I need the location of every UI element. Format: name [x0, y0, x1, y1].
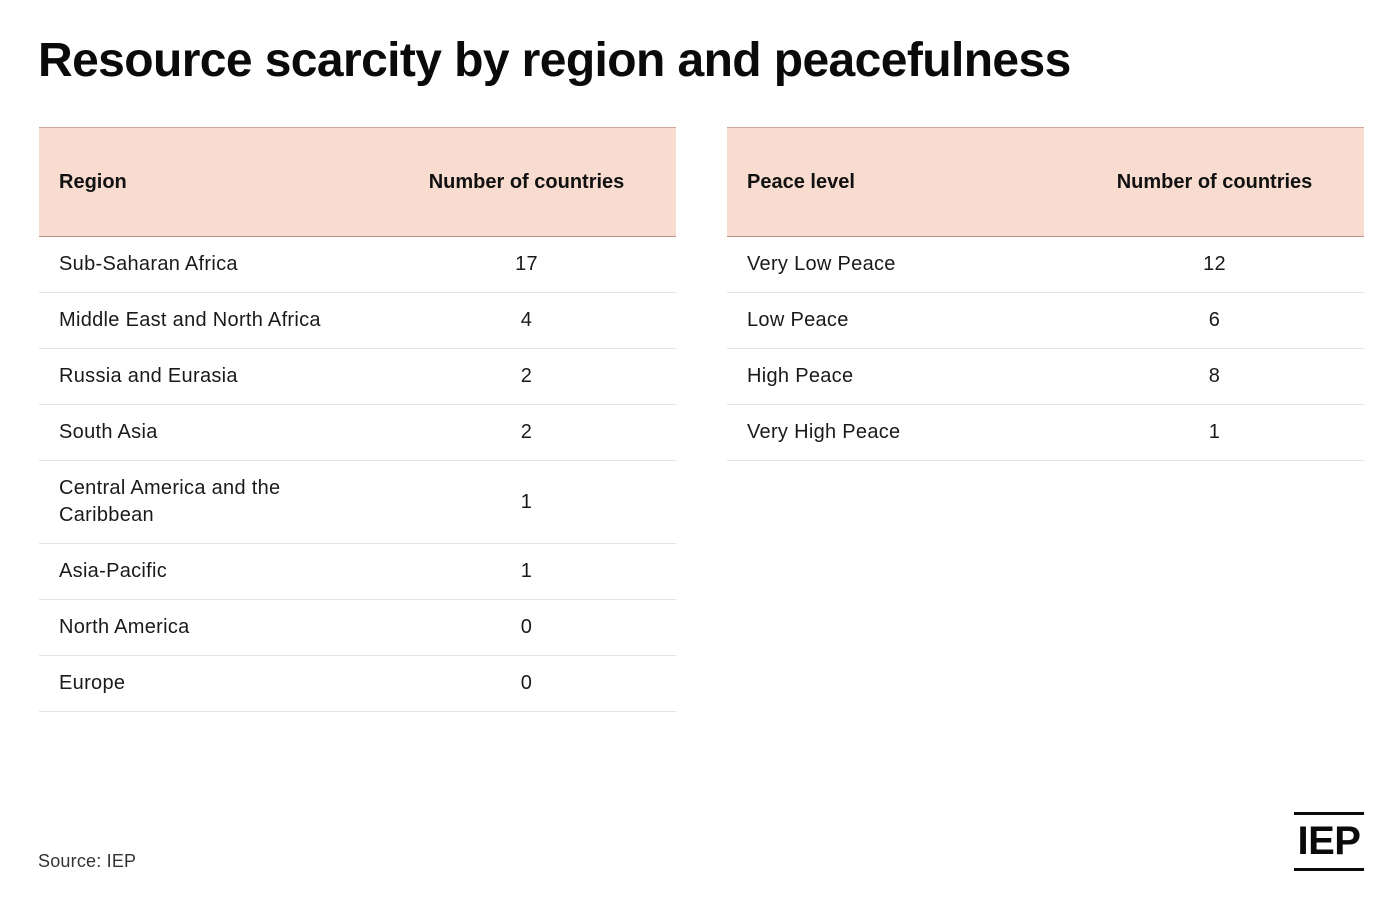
row-label: High Peace — [727, 348, 1065, 405]
row-count: 4 — [377, 292, 676, 349]
row-count: 0 — [377, 655, 676, 712]
row-label: Middle East and North Africa — [39, 292, 377, 349]
iep-logo: IEP — [1294, 812, 1364, 871]
logo-top-rule — [1294, 812, 1364, 815]
row-count: 2 — [377, 348, 676, 405]
row-count: 8 — [1065, 348, 1364, 405]
table-row: High Peace 8 — [727, 348, 1364, 405]
row-count: 17 — [377, 236, 676, 293]
row-count: 1 — [377, 543, 676, 600]
table-row: Very Low Peace 12 — [727, 236, 1364, 293]
table-row: Central America and the Caribbean 1 — [39, 460, 676, 544]
table-row: Very High Peace 1 — [727, 404, 1364, 461]
row-label: Russia and Eurasia — [39, 348, 377, 405]
table-row: Low Peace 6 — [727, 292, 1364, 349]
row-label: Asia-Pacific — [39, 543, 377, 600]
row-label: Very Low Peace — [727, 236, 1065, 293]
row-count: 1 — [1065, 404, 1364, 461]
page-title: Resource scarcity by region and peaceful… — [38, 34, 1071, 87]
column-header-number-of-countries: Number of countries — [1065, 127, 1364, 237]
table-row: South Asia 2 — [39, 404, 676, 461]
row-label: North America — [39, 599, 377, 656]
peace-level-table: Peace level Number of countries Very Low… — [727, 127, 1364, 461]
table-row: North America 0 — [39, 599, 676, 656]
row-count: 0 — [377, 599, 676, 656]
table-row: Asia-Pacific 1 — [39, 543, 676, 600]
logo-bottom-rule — [1294, 868, 1364, 871]
row-label: Very High Peace — [727, 404, 1065, 461]
table-header-row: Region Number of countries — [39, 127, 676, 237]
region-table: Region Number of countries Sub-Saharan A… — [39, 127, 676, 712]
table-row: Europe 0 — [39, 655, 676, 712]
row-label: Low Peace — [727, 292, 1065, 349]
table-row: Russia and Eurasia 2 — [39, 348, 676, 405]
column-header-number-of-countries: Number of countries — [377, 127, 676, 237]
row-label: Sub-Saharan Africa — [39, 236, 377, 293]
row-label: Europe — [39, 655, 377, 712]
logo-letters: IEP — [1297, 819, 1361, 863]
table-row: Middle East and North Africa 4 — [39, 292, 676, 349]
table-row: Sub-Saharan Africa 17 — [39, 236, 676, 293]
column-header-peace-level: Peace level — [727, 127, 1065, 237]
row-count: 12 — [1065, 236, 1364, 293]
row-count: 1 — [377, 460, 676, 544]
row-label: South Asia — [39, 404, 377, 461]
row-count: 2 — [377, 404, 676, 461]
source-note: Source: IEP — [38, 851, 137, 871]
column-header-region: Region — [39, 127, 377, 237]
row-label: Central America and the Caribbean — [39, 460, 377, 544]
table-header-row: Peace level Number of countries — [727, 127, 1364, 237]
row-count: 6 — [1065, 292, 1364, 349]
